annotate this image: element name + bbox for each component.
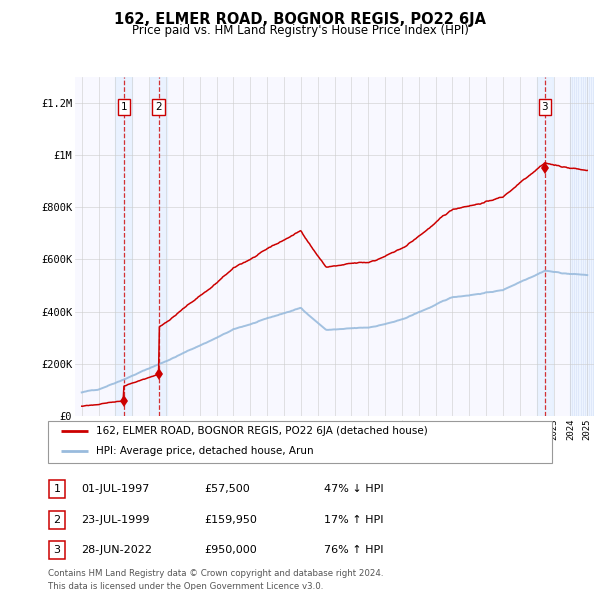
FancyBboxPatch shape: [48, 421, 552, 463]
Text: 3: 3: [53, 546, 61, 555]
Text: 17% ↑ HPI: 17% ↑ HPI: [324, 515, 383, 525]
Text: 76% ↑ HPI: 76% ↑ HPI: [324, 546, 383, 555]
Bar: [536, 77, 553, 416]
Text: 2: 2: [155, 101, 162, 112]
Text: 3: 3: [542, 101, 548, 112]
FancyBboxPatch shape: [49, 542, 65, 559]
Text: Contains HM Land Registry data © Crown copyright and database right 2024.: Contains HM Land Registry data © Crown c…: [48, 569, 383, 578]
Bar: [150, 77, 167, 416]
Text: 28-JUN-2022: 28-JUN-2022: [81, 546, 152, 555]
Text: This data is licensed under the Open Government Licence v3.0.: This data is licensed under the Open Gov…: [48, 582, 323, 590]
Text: 162, ELMER ROAD, BOGNOR REGIS, PO22 6JA (detached house): 162, ELMER ROAD, BOGNOR REGIS, PO22 6JA …: [96, 427, 428, 436]
Bar: [115, 77, 132, 416]
Bar: [571, 77, 594, 416]
Text: 47% ↓ HPI: 47% ↓ HPI: [324, 484, 383, 494]
FancyBboxPatch shape: [49, 511, 65, 529]
Text: HPI: Average price, detached house, Arun: HPI: Average price, detached house, Arun: [96, 446, 314, 456]
Text: 2: 2: [53, 515, 61, 525]
Text: £159,950: £159,950: [204, 515, 257, 525]
Text: 162, ELMER ROAD, BOGNOR REGIS, PO22 6JA: 162, ELMER ROAD, BOGNOR REGIS, PO22 6JA: [114, 12, 486, 27]
Text: 1: 1: [53, 484, 61, 494]
Text: £950,000: £950,000: [204, 546, 257, 555]
Text: 01-JUL-1997: 01-JUL-1997: [81, 484, 149, 494]
FancyBboxPatch shape: [49, 480, 65, 498]
Text: 23-JUL-1999: 23-JUL-1999: [81, 515, 149, 525]
Text: 1: 1: [121, 101, 127, 112]
Text: Price paid vs. HM Land Registry's House Price Index (HPI): Price paid vs. HM Land Registry's House …: [131, 24, 469, 37]
Text: £57,500: £57,500: [204, 484, 250, 494]
